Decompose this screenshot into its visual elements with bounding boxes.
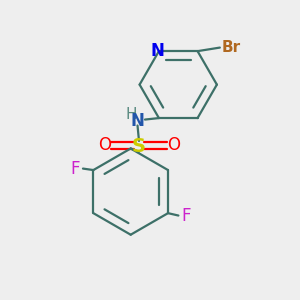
Text: O: O [98,136,111,154]
Text: Br: Br [221,40,241,55]
Text: N: N [130,112,145,130]
Text: F: F [181,206,190,224]
Text: O: O [167,136,180,154]
Text: S: S [132,137,146,156]
Text: H: H [125,107,137,122]
Text: N: N [151,42,164,60]
Text: F: F [71,160,80,178]
